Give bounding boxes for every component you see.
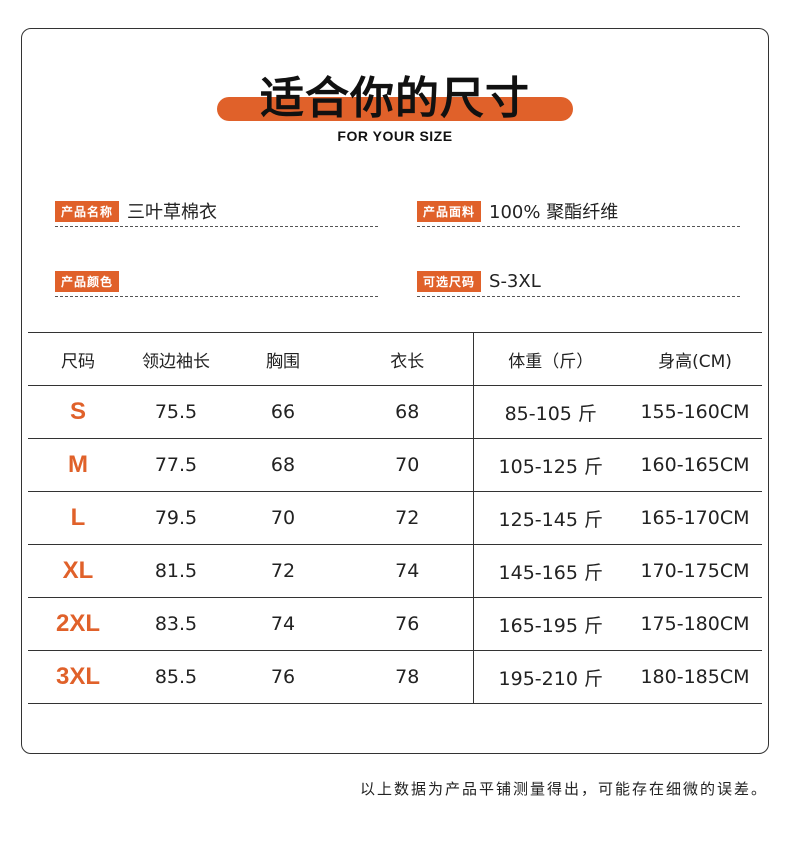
value-cell: 74	[342, 544, 473, 598]
info-sizes: 可选尺码 S-3XL	[417, 266, 740, 297]
page-subtitle: FOR YOUR SIZE	[337, 128, 453, 144]
value-cell: 160-165CM	[628, 438, 762, 492]
value-cell: 72	[342, 491, 473, 545]
value-cell: 170-175CM	[628, 544, 762, 598]
value-cell: 79.5	[128, 491, 224, 545]
value-cell: 81.5	[128, 544, 224, 598]
table-row: L 79.5 70 72 125-145 斤 165-170CM	[28, 491, 762, 545]
info-label: 产品面料	[417, 200, 482, 222]
column-header: 胸围	[224, 332, 342, 386]
column-header: 身高(CM)	[628, 332, 762, 386]
value-cell: 68	[224, 438, 342, 492]
info-label: 产品颜色	[55, 270, 120, 292]
size-cell: 2XL	[28, 597, 128, 651]
value-cell: 66	[224, 385, 342, 439]
value-cell: 70	[342, 438, 473, 492]
size-cell: L	[28, 491, 128, 545]
value-cell: 180-185CM	[628, 650, 762, 704]
table-row: M 77.5 68 70 105-125 斤 160-165CM	[28, 438, 762, 492]
value-cell: 125-145 斤	[472, 491, 628, 545]
info-value: S-3XL	[489, 270, 541, 292]
size-card	[21, 28, 769, 754]
value-cell: 195-210 斤	[472, 650, 628, 704]
value-cell: 165-195 斤	[472, 597, 628, 651]
value-cell: 85.5	[128, 650, 224, 704]
value-cell: 76	[342, 597, 473, 651]
value-cell: 77.5	[128, 438, 224, 492]
value-cell: 74	[224, 597, 342, 651]
size-cell: XL	[28, 544, 128, 598]
title-highlight-bar	[217, 97, 573, 121]
info-product-name: 产品名称 三叶草棉衣	[55, 196, 378, 227]
info-value: 100% 聚酯纤维	[489, 202, 619, 223]
value-cell: 85-105 斤	[472, 385, 628, 439]
column-header: 领边袖长	[128, 332, 224, 386]
value-cell: 83.5	[128, 597, 224, 651]
value-cell: 75.5	[128, 385, 224, 439]
value-cell: 155-160CM	[628, 385, 762, 439]
column-header: 衣长	[342, 332, 473, 386]
info-value: 三叶草棉衣	[127, 202, 218, 223]
table-header-row: 尺码 领边袖长 胸围 衣长 体重（斤） 身高(CM)	[28, 332, 762, 386]
info-material: 产品面料 100% 聚酯纤维	[417, 196, 740, 227]
info-label: 可选尺码	[417, 270, 482, 292]
value-cell: 165-170CM	[628, 491, 762, 545]
value-cell: 105-125 斤	[472, 438, 628, 492]
table-row: 2XL 83.5 74 76 165-195 斤 175-180CM	[28, 597, 762, 651]
value-cell: 68	[342, 385, 473, 439]
value-cell: 78	[342, 650, 473, 704]
size-cell: M	[28, 438, 128, 492]
value-cell: 70	[224, 491, 342, 545]
value-cell: 72	[224, 544, 342, 598]
info-label: 产品名称	[55, 200, 120, 222]
measurement-note: 以上数据为产品平铺测量得出，可能存在细微的误差。	[359, 780, 768, 798]
table-row: S 75.5 66 68 85-105 斤 155-160CM	[28, 385, 762, 439]
column-header: 尺码	[28, 332, 128, 386]
page-title: 适合你的尺寸	[260, 73, 530, 124]
value-cell: 145-165 斤	[472, 544, 628, 598]
info-color: 产品颜色	[55, 266, 378, 297]
value-cell: 175-180CM	[628, 597, 762, 651]
size-cell: S	[28, 385, 128, 439]
table-row: XL 81.5 72 74 145-165 斤 170-175CM	[28, 544, 762, 598]
table-row: 3XL 85.5 76 78 195-210 斤 180-185CM	[28, 650, 762, 704]
value-cell: 76	[224, 650, 342, 704]
column-header: 体重（斤）	[472, 332, 628, 386]
size-cell: 3XL	[28, 650, 128, 704]
